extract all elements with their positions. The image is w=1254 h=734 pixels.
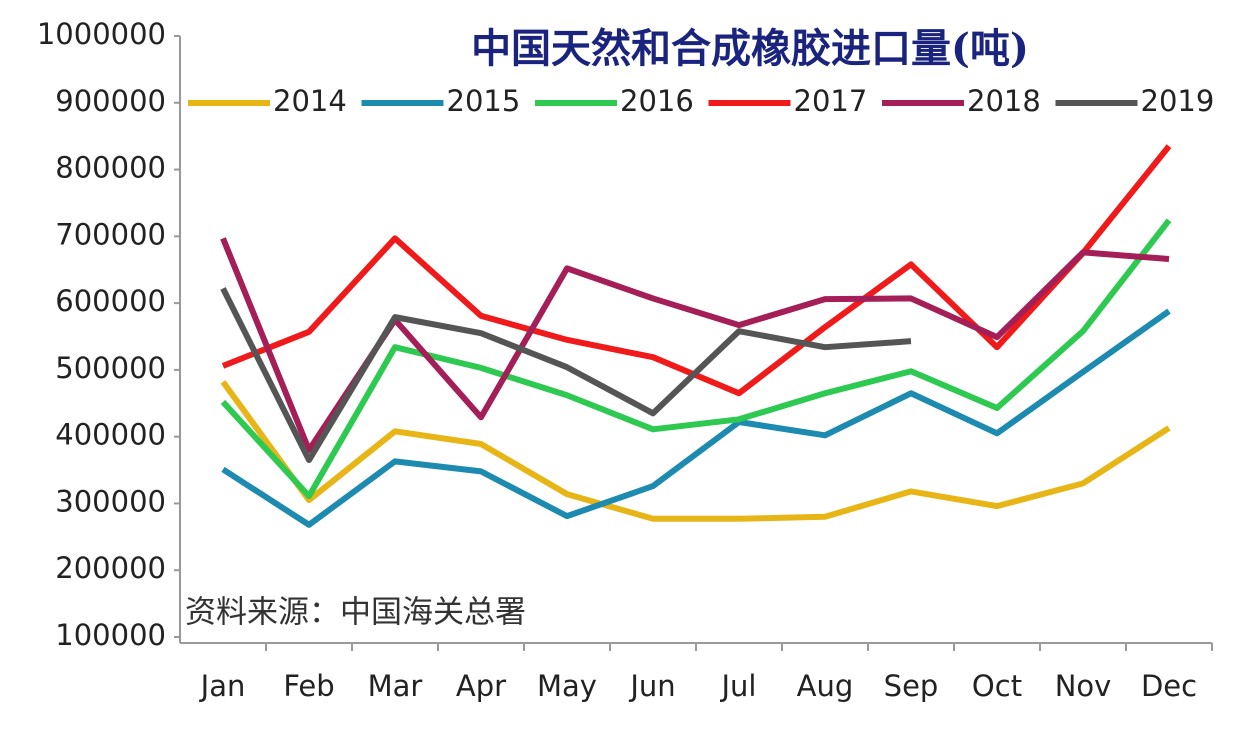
x-tick-label: Apr [456,669,506,703]
y-tick-label: 800000 [55,151,166,185]
x-tick-label: Dec [1141,669,1197,703]
y-tick-label: 400000 [55,418,166,452]
y-tick-label: 700000 [55,217,166,251]
y-tick-label: 900000 [55,84,166,118]
source-note: 资料来源：中国海关总署 [185,595,526,631]
x-tick-label: Feb [283,669,334,703]
x-tick-label: Oct [972,669,1022,703]
series-line [220,218,1172,500]
x-tick-label: Jul [720,669,757,703]
series-line [220,287,912,464]
legend-label: 2014 [273,84,347,118]
legend-label: 2019 [1141,84,1215,118]
x-tick-label: Aug [797,669,854,703]
series-line [221,144,1172,397]
y-tick-label: 600000 [55,284,166,318]
legend-label: 2015 [447,84,521,118]
x-tick-label: Jun [628,669,675,703]
y-tick-label: 200000 [55,551,166,585]
y-tick-label: 1000000 [37,17,166,51]
legend-label: 2017 [794,84,868,118]
x-tick-label: Sep [884,669,939,703]
x-tick-label: Nov [1055,669,1112,703]
x-tick-label: Mar [368,669,423,703]
x-tick-label: May [537,669,597,703]
legend-label: 2016 [620,84,694,118]
y-tick-label: 500000 [55,351,166,385]
series-line [220,380,1171,522]
y-tick-label: 300000 [55,484,166,518]
series-line [221,308,1171,528]
chart-title: 中国天然和合成橡胶进口量(吨) [471,25,1029,72]
x-tick-label: Jan [199,669,246,703]
y-tick-label: 100000 [55,618,166,652]
legend-label: 2018 [967,84,1041,118]
